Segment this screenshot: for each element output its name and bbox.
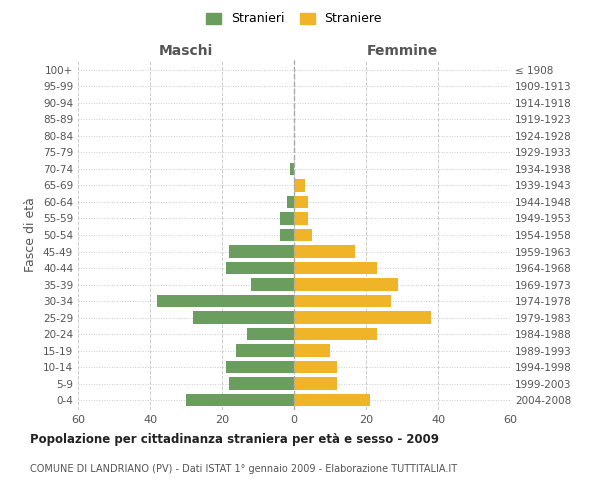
Y-axis label: Fasce di età: Fasce di età <box>25 198 37 272</box>
Bar <box>294 312 431 324</box>
Text: Maschi: Maschi <box>159 44 213 59</box>
Text: COMUNE DI LANDRIANO (PV) - Dati ISTAT 1° gennaio 2009 - Elaborazione TUTTITALIA.: COMUNE DI LANDRIANO (PV) - Dati ISTAT 1°… <box>30 464 457 474</box>
Bar <box>251 278 294 290</box>
Bar <box>280 212 294 224</box>
Bar <box>294 295 391 307</box>
Bar <box>186 394 294 406</box>
Bar <box>193 312 294 324</box>
Bar <box>226 262 294 274</box>
Bar <box>294 378 337 390</box>
Bar <box>294 212 308 224</box>
Text: Femmine: Femmine <box>367 44 437 59</box>
Bar <box>236 344 294 357</box>
Bar <box>294 278 398 290</box>
Bar <box>294 229 312 241</box>
Bar <box>294 394 370 406</box>
Bar <box>226 361 294 374</box>
Text: Popolazione per cittadinanza straniera per età e sesso - 2009: Popolazione per cittadinanza straniera p… <box>30 432 439 446</box>
Bar <box>290 163 294 175</box>
Bar <box>280 229 294 241</box>
Bar <box>294 344 330 357</box>
Bar <box>294 180 305 192</box>
Bar <box>294 246 355 258</box>
Bar <box>287 196 294 208</box>
Bar <box>229 378 294 390</box>
Bar <box>247 328 294 340</box>
Legend: Stranieri, Straniere: Stranieri, Straniere <box>202 8 386 29</box>
Bar <box>294 196 308 208</box>
Bar <box>157 295 294 307</box>
Bar <box>294 262 377 274</box>
Bar <box>229 246 294 258</box>
Bar <box>294 328 377 340</box>
Bar <box>294 361 337 374</box>
